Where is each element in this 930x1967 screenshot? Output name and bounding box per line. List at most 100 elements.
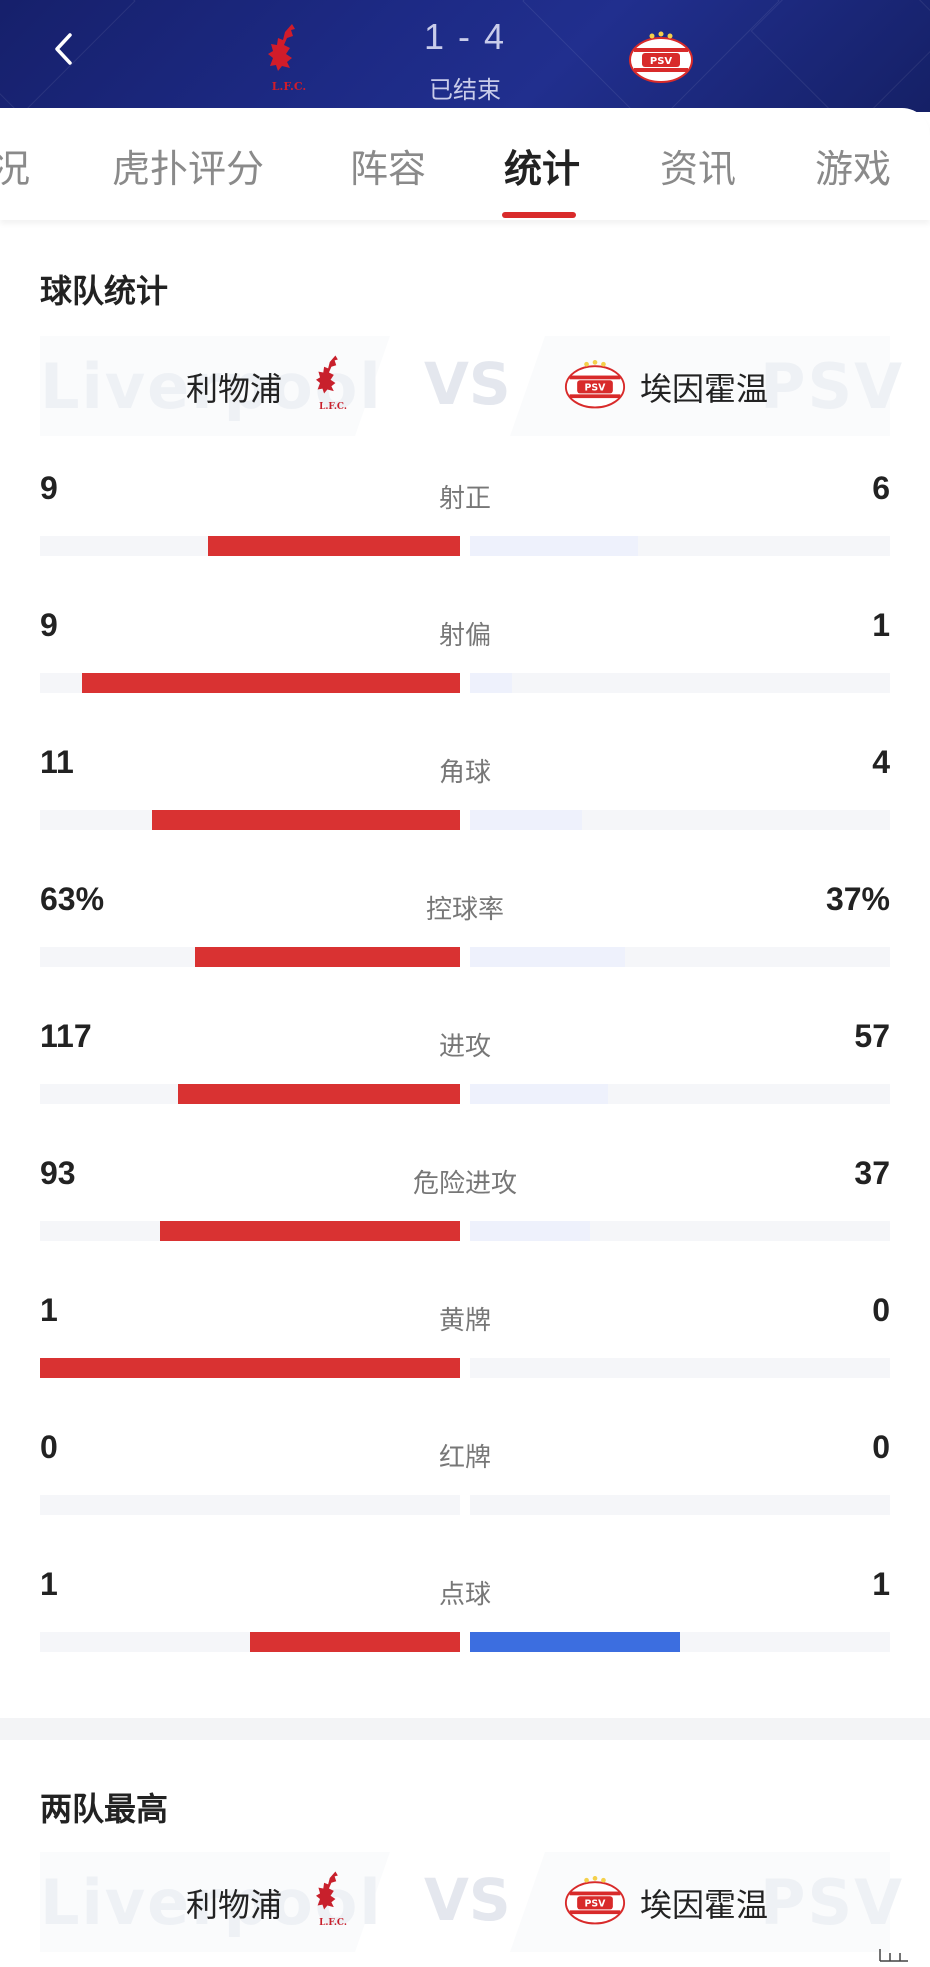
svg-text:PSV: PSV: [585, 383, 607, 394]
psv-crest-icon: PSV: [564, 358, 626, 414]
away-bar-track: [470, 1221, 890, 1241]
stat-label: 角球: [438, 758, 491, 788]
home-bar-track: [40, 810, 460, 830]
away-bar-track: [470, 1632, 890, 1652]
stat-row: 9 射正 6: [40, 470, 890, 570]
away-stat-value: 6: [872, 470, 890, 506]
home-bar: [178, 1084, 460, 1104]
home-bar-track: [40, 1221, 460, 1241]
stat-label: 射正: [438, 484, 491, 514]
stat-label: 射偏: [438, 621, 491, 651]
tab-news[interactable]: 资讯: [660, 147, 737, 191]
vs-label: VS: [424, 1866, 511, 1934]
matchup-background: [40, 1852, 890, 1952]
home-stat-value: 1: [40, 1566, 58, 1602]
stat-row: 63% 控球率 37%: [40, 881, 890, 981]
stat-label: 点球: [438, 1580, 491, 1610]
home-bar-track: [40, 947, 460, 967]
home-bar-track: [40, 1084, 460, 1104]
tab-stats[interactable]: 统计: [504, 147, 581, 191]
away-bar-track: [470, 536, 890, 556]
away-bar-track: [470, 810, 890, 830]
stat-row: 117 进攻 57: [40, 1018, 890, 1118]
stat-label: 进攻: [438, 1032, 491, 1062]
home-bar: [208, 536, 460, 556]
tab-games[interactable]: 游戏: [815, 147, 892, 191]
away-bar-track: [470, 947, 890, 967]
away-bar: [470, 810, 582, 830]
stat-row: 11 角球 4: [40, 744, 890, 844]
liverpool-crest-icon: L.F.C.: [316, 352, 350, 418]
away-stat-value: 37: [854, 1155, 890, 1191]
away-team-name: 埃因霍温: [640, 370, 769, 408]
away-stat-value: 0: [872, 1429, 890, 1465]
home-bar-track: [40, 673, 460, 693]
match-score: 1 - 4: [423, 16, 507, 57]
home-stat-value: 93: [40, 1155, 76, 1191]
match-header: L.F.C. 1 - 4 已结束 PSV: [0, 0, 930, 112]
psv-crest-icon[interactable]: PSV: [628, 30, 694, 88]
home-team-name: 利物浦: [186, 1886, 283, 1924]
home-stat-value: 0: [40, 1429, 58, 1465]
home-bar: [160, 1221, 460, 1241]
psv-crest-icon: PSV: [564, 1874, 626, 1930]
vs-label: VS: [424, 350, 511, 418]
away-bar-track: [470, 1358, 890, 1378]
back-button[interactable]: [48, 33, 78, 65]
home-stat-value: 11: [40, 744, 74, 780]
away-watermark: PSV: [760, 1866, 905, 1939]
away-stat-value: 57: [854, 1018, 890, 1054]
away-bar-track: [470, 1084, 890, 1104]
svg-text:L.F.C.: L.F.C.: [272, 80, 307, 93]
home-stat-value: 9: [40, 470, 58, 506]
stat-label: 控球率: [425, 895, 504, 925]
home-bar: [195, 947, 460, 967]
match-status: 已结束: [429, 76, 501, 104]
liverpool-crest-icon[interactable]: L.F.C.: [268, 22, 310, 98]
home-stat-value: 9: [40, 607, 58, 643]
liverpool-crest-icon: L.F.C.: [316, 1868, 350, 1934]
tab-ratings[interactable]: 虎扑评分: [112, 147, 265, 191]
away-stat-value: 37%: [825, 881, 890, 917]
away-watermark: PSV: [760, 350, 905, 423]
home-bar-track: [40, 1358, 460, 1378]
away-bar: [470, 1221, 590, 1241]
stat-row: 1 点球 1: [40, 1566, 890, 1666]
signal-icon: [879, 1949, 908, 1962]
svg-text:PSV: PSV: [585, 1899, 607, 1910]
stat-row: 1 黄牌 0: [40, 1292, 890, 1392]
matchup-background: [40, 336, 890, 436]
section-divider: [0, 1718, 930, 1740]
away-stat-value: 0: [872, 1292, 890, 1328]
team-matchup-header: Liverpool PSV 利物浦 L.F.C. VS PSV 埃因霍温: [40, 336, 902, 436]
tab-overview[interactable]: 况: [0, 147, 31, 191]
home-stat-value: 63%: [40, 881, 105, 917]
away-stat-value: 1: [872, 607, 890, 643]
svg-text:PSV: PSV: [650, 56, 673, 67]
away-team-name: 埃因霍温: [640, 1886, 769, 1924]
away-bar: [470, 947, 625, 967]
away-bar: [470, 1632, 680, 1652]
away-bar-track: [470, 1495, 890, 1515]
chevron-left-icon: [55, 33, 72, 65]
home-bar-track: [40, 536, 460, 556]
stat-row: 0 红牌 0: [40, 1429, 890, 1529]
stat-row: 9 射偏 1: [40, 607, 890, 707]
active-tab-indicator: [502, 212, 576, 218]
away-bar: [470, 536, 638, 556]
home-bar: [40, 1358, 460, 1378]
away-bar: [470, 673, 512, 693]
home-stat-value: 117: [40, 1018, 92, 1054]
home-bar: [82, 673, 460, 693]
top-players-matchup-header: Liverpool PSV 利物浦 L.F.C. VS PSV 埃因霍温: [40, 1852, 902, 1952]
svg-text:L.F.C.: L.F.C.: [319, 1918, 347, 1928]
stat-row: 93 危险进攻 37: [40, 1155, 890, 1255]
svg-text:L.F.C.: L.F.C.: [319, 402, 347, 412]
home-bar: [152, 810, 460, 830]
home-stat-value: 1: [40, 1292, 58, 1328]
home-bar-track: [40, 1632, 460, 1652]
away-bar-track: [470, 673, 890, 693]
home-bar-track: [40, 1495, 460, 1515]
tab-lineup[interactable]: 阵容: [350, 147, 427, 191]
away-stat-value: 1: [872, 1566, 890, 1602]
